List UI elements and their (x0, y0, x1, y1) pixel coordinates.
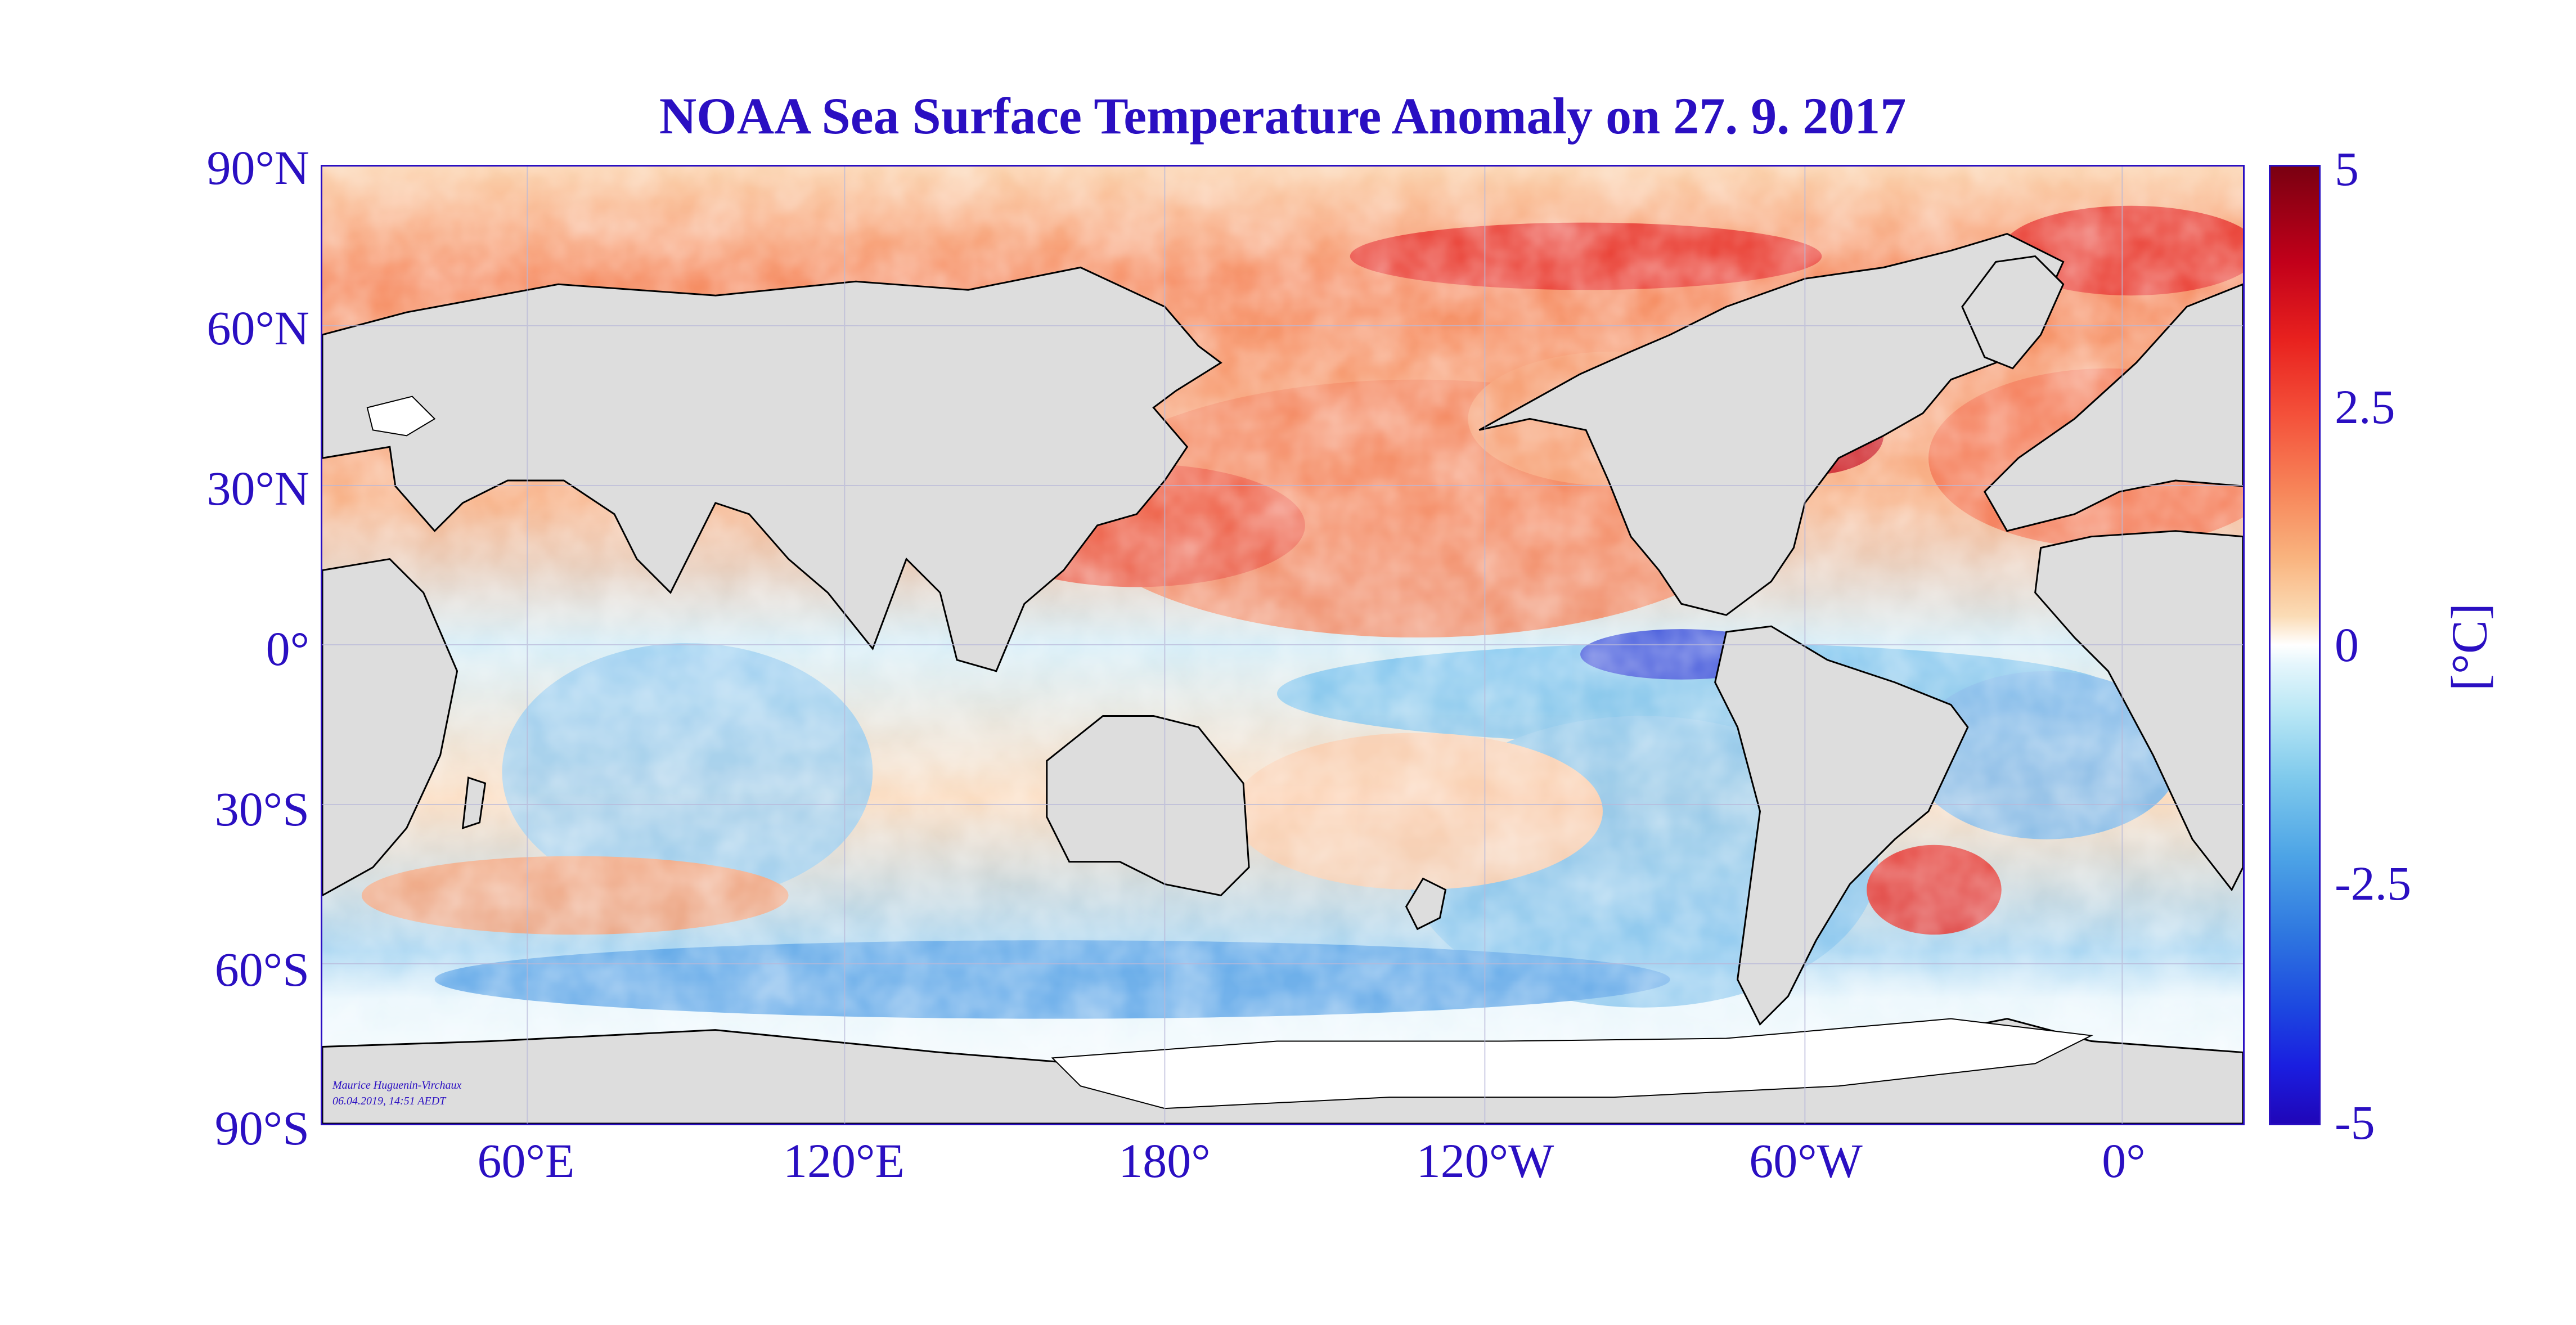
lon-label-0: 0° (2102, 1134, 2146, 1188)
greenland (1961, 255, 2065, 370)
south-america (1714, 625, 1969, 1026)
colorbar-tick-neg-2-5: -2.5 (2335, 856, 2412, 910)
sst-anomaly-map: Maurice Huguenin-Virchaux 06.04.2019, 14… (321, 165, 2245, 1125)
lon-label-120e: 120°E (783, 1134, 905, 1188)
lat-label-60n: 60°N (206, 301, 310, 355)
map-canvas (322, 167, 2243, 1124)
lon-label-180: 180° (1118, 1134, 1211, 1188)
europe (1983, 283, 2243, 532)
lat-label-90s: 90°S (214, 1101, 309, 1155)
colorbar-unit-label: [°C] (2442, 603, 2498, 691)
eurasia (322, 266, 1222, 672)
colorbar-tick-2-5: 2.5 (2335, 380, 2395, 434)
africa (2034, 530, 2243, 892)
north-america (1478, 232, 2065, 616)
caspian-region (366, 396, 436, 437)
lon-label-60e: 60°E (477, 1134, 575, 1188)
credit-timestamp: 06.04.2019, 14:51 AEDT (332, 1095, 446, 1107)
colorbar-tick-0: 0 (2335, 618, 2359, 672)
land (322, 232, 2243, 1124)
credit-author: Maurice Huguenin-Virchaux (332, 1079, 462, 1092)
lon-label-60w: 60°W (1749, 1134, 1863, 1188)
colorbar-tick-5: 5 (2335, 142, 2359, 196)
africa-east (322, 558, 458, 897)
lat-label-30n: 30°N (206, 461, 310, 515)
map-title: NOAA Sea Surface Temperature Anomaly on … (659, 87, 1907, 145)
lat-label-60s: 60°S (214, 942, 309, 996)
lat-label-30s: 30°S (214, 782, 309, 836)
australia (1046, 715, 1250, 897)
colorbar-tick-neg-5: -5 (2335, 1095, 2375, 1149)
new-zealand (1405, 877, 1447, 931)
madagascar (461, 776, 487, 830)
lat-label-0: 0° (266, 622, 309, 676)
graticule (322, 167, 2243, 1124)
lon-label-120w: 120°W (1416, 1134, 1554, 1188)
lat-label-90n: 90°N (206, 141, 310, 195)
colorbar (2269, 165, 2321, 1125)
